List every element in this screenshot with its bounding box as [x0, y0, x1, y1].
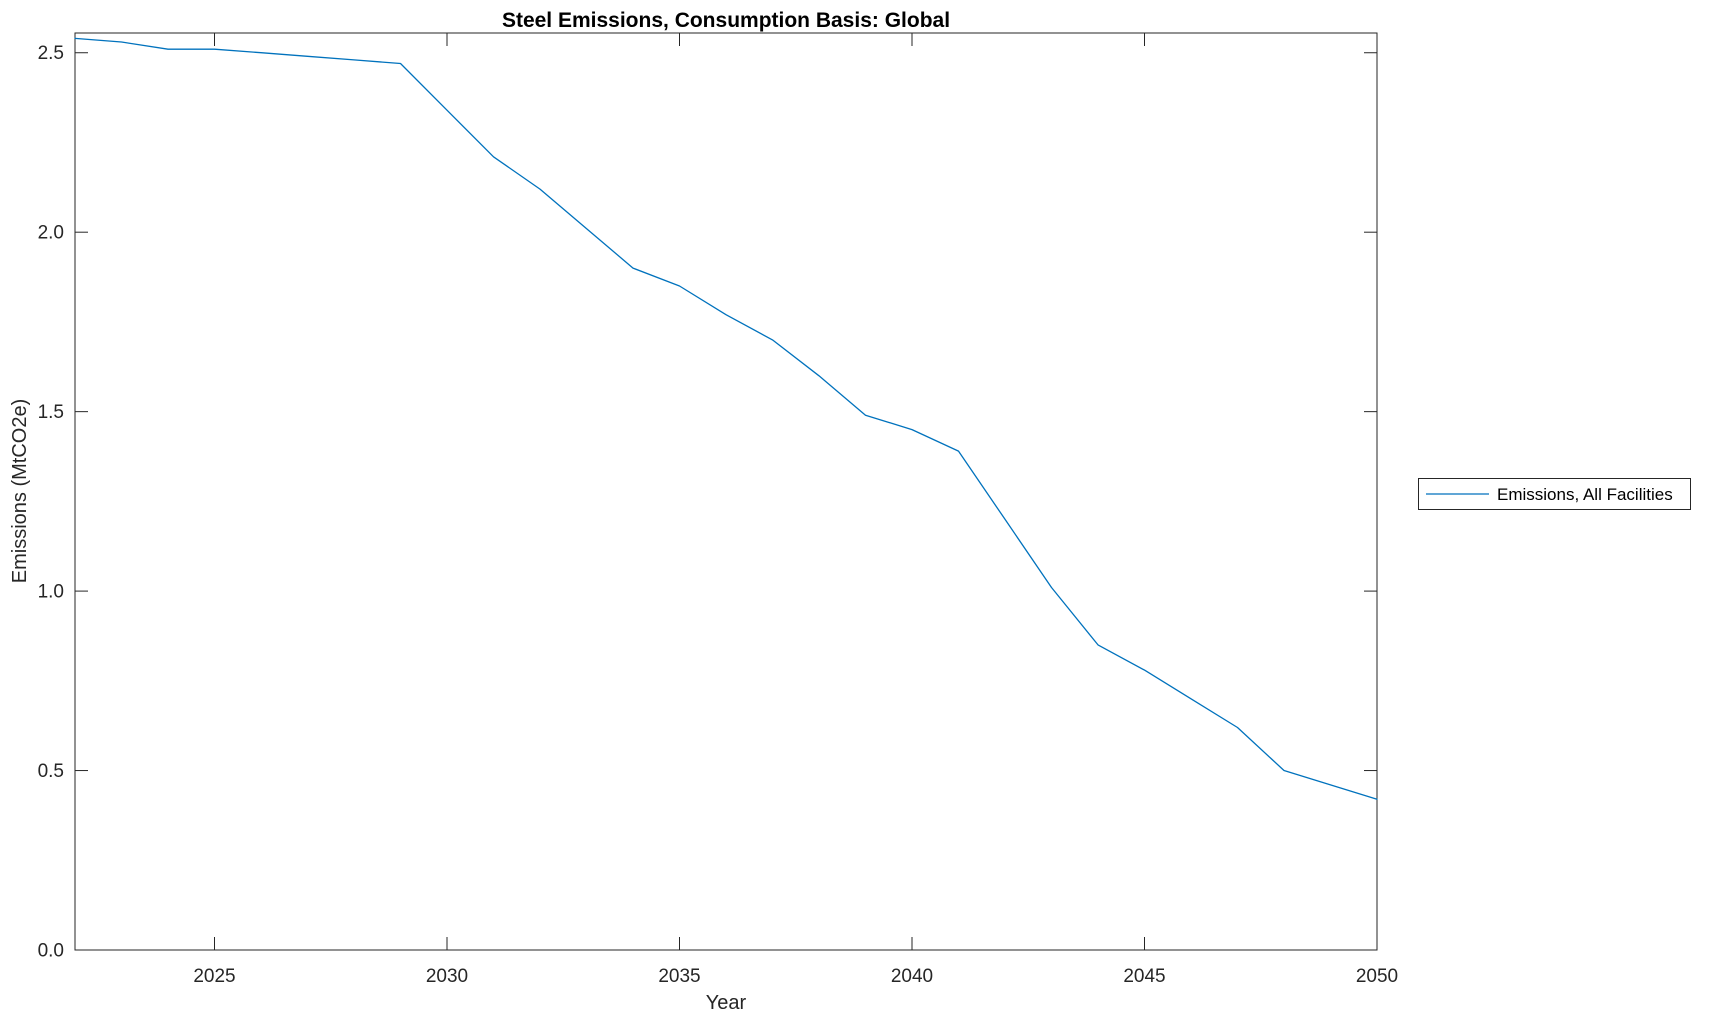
x-tick-label: 2040 — [891, 966, 933, 987]
x-axis-tick-labels: 2025 2030 2035 2040 2045 2050 — [193, 966, 1398, 987]
y-axis-tick-labels: 0.0 0.5 1.0 1.5 2.0 2.5 — [38, 43, 64, 961]
x-tick-label: 2035 — [658, 966, 700, 987]
y-tick-label: 2.5 — [38, 43, 64, 64]
chart-title: Steel Emissions, Consumption Basis: Glob… — [502, 9, 950, 32]
x-tick-label: 2050 — [1356, 966, 1398, 987]
axis-tick-marks — [75, 33, 1378, 951]
legend-label: Emissions, All Facilities — [1497, 485, 1673, 504]
x-tick-label: 2030 — [426, 966, 468, 987]
series-line-emissions-all-facilities — [74, 37, 1378, 800]
x-axis-label: Year — [706, 992, 747, 1014]
legend: Emissions, All Facilities — [1418, 478, 1691, 510]
x-tick-label: 2025 — [193, 966, 235, 987]
y-tick-label: 0.5 — [38, 761, 64, 782]
y-axis-label: Emissions (MtCO2e) — [9, 399, 31, 583]
y-tick-label: 1.5 — [38, 402, 64, 423]
y-tick-label: 1.0 — [38, 582, 64, 603]
y-tick-label: 0.0 — [38, 941, 64, 962]
y-tick-label: 2.0 — [38, 223, 64, 244]
x-tick-label: 2045 — [1123, 966, 1165, 987]
plot-box — [74, 32, 1378, 951]
